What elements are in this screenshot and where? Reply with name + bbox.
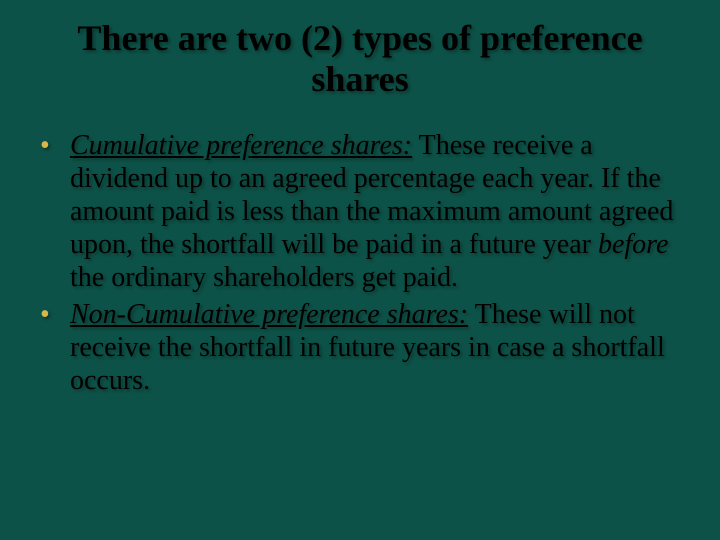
- bullet-term: Non-Cumulative preference shares:: [70, 299, 468, 330]
- list-item: Cumulative preference shares: These rece…: [70, 129, 684, 294]
- list-item: Non-Cumulative preference shares: These …: [70, 298, 684, 397]
- bullet-body-tail: the ordinary shareholders get paid.: [70, 262, 458, 293]
- slide-title: There are two (2) types of preference sh…: [36, 18, 684, 101]
- bullet-italic: before: [598, 229, 669, 260]
- bullet-term: Cumulative preference shares:: [70, 130, 412, 161]
- bullet-list: Cumulative preference shares: These rece…: [36, 129, 684, 397]
